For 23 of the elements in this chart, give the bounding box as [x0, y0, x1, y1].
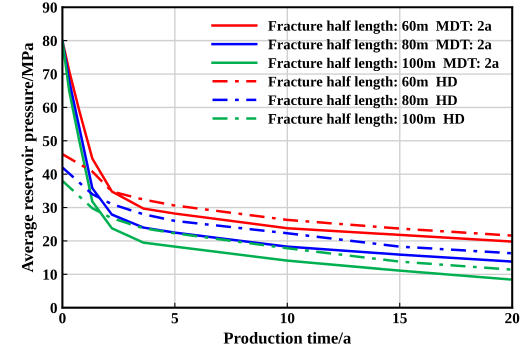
y-tick-label: 50 — [42, 136, 57, 146]
y-tick-label: 20 — [42, 236, 57, 246]
x-tick-label: 10 — [280, 313, 294, 324]
y-axis-title: Average reservoir pressure/MPa — [21, 42, 37, 272]
y-tick-label: 0 — [50, 302, 57, 314]
x-tick-label: 20 — [505, 313, 520, 324]
x-tick-label: 15 — [393, 313, 407, 324]
legend-label: Fracture half length: 100m MDT: 2a — [268, 58, 499, 72]
y-tick-label: 60 — [42, 102, 57, 113]
y-tick-label: 10 — [43, 269, 57, 280]
x-axis-title: Production time/a — [224, 332, 352, 344]
legend-label: Fracture half length: 60m MDT: 2a — [268, 20, 492, 34]
y-tick-label: 30 — [42, 202, 57, 213]
y-tick-label: 70 — [43, 69, 57, 80]
legend-label: Fracture half length: 80m HD — [268, 94, 457, 108]
legend-label: Fracture half length: 60m HD — [268, 76, 457, 90]
y-tick-label: 90 — [42, 2, 57, 13]
y-tick-label: 40 — [42, 169, 57, 180]
x-tick-label: 0 — [59, 313, 66, 324]
x-tick-label: 5 — [172, 313, 178, 324]
y-tick-label: 80 — [42, 36, 57, 46]
legend-label: Fracture half length: 80m MDT: 2a — [268, 38, 492, 52]
legend-label: Fracture half length: 100m HD — [268, 113, 464, 127]
